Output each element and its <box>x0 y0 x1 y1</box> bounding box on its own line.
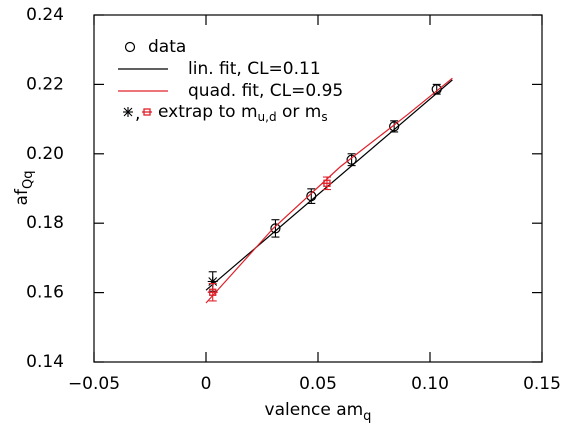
x-tick-label: 0.15 <box>523 374 561 394</box>
y-label-main: af <box>12 188 32 205</box>
plus-box <box>143 108 151 116</box>
y-tick-label: 0.16 <box>26 283 64 303</box>
x-label-sub: q <box>363 409 371 424</box>
legend-text: extrap to m <box>158 102 258 122</box>
fit-line <box>205 77 453 304</box>
data-point <box>270 223 281 234</box>
y-label-sub: Qq <box>21 171 36 189</box>
legend-text: or m <box>277 102 322 122</box>
y-axis-label: afQq <box>12 171 36 206</box>
legend-sub: u,d <box>258 110 277 124</box>
y-tick-label: 0.22 <box>26 74 64 94</box>
x-tick-label: 0.05 <box>299 374 337 394</box>
x-label-main: valence am <box>265 400 364 420</box>
data-point <box>346 154 357 165</box>
star-stroke <box>123 107 133 117</box>
x-tick-label: −0.05 <box>68 374 120 394</box>
y-tick-label: 0.24 <box>26 5 64 25</box>
legend-label: lin. fit, CL=0.11 <box>188 59 321 79</box>
x-tick-label: 0.10 <box>411 374 449 394</box>
plus-point <box>321 179 332 187</box>
legend-marker <box>123 107 133 117</box>
fit-line <box>205 79 453 291</box>
legend-label: quad. fit, CL=0.95 <box>188 81 343 101</box>
plus-box <box>209 288 217 296</box>
plus-box <box>323 179 331 187</box>
y-tick-label: 0.20 <box>26 144 64 164</box>
legend-label: data <box>148 37 186 57</box>
error-bar <box>271 219 280 238</box>
legend-separator: , <box>135 104 140 124</box>
star-stroke <box>208 277 218 286</box>
legend-marker <box>142 108 152 116</box>
plus-point <box>207 288 218 296</box>
y-tick-label: 0.14 <box>26 352 64 372</box>
legend-sub: s <box>321 110 327 124</box>
x-axis-label: valence amq <box>265 400 372 424</box>
y-tick-label: 0.18 <box>26 213 64 233</box>
legend-marker <box>124 41 136 53</box>
legend-label: extrap to mu,d or ms <box>158 102 328 124</box>
x-tick-label: 0 <box>201 374 212 394</box>
